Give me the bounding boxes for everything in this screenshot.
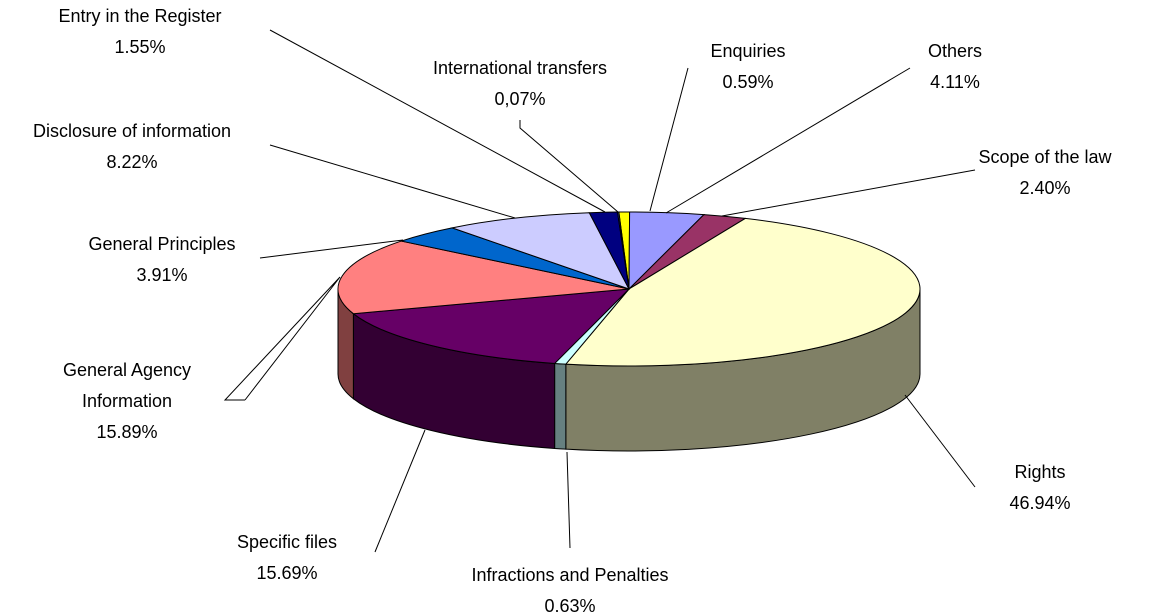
leader-line (566, 451, 571, 549)
value-label: 15.69% (256, 563, 318, 583)
leader-line (269, 144, 516, 219)
category-name: Infractions and Penalties (471, 565, 669, 585)
category-name: Scope of the law (978, 147, 1112, 167)
category-name: Rights (1014, 462, 1066, 482)
slice-label: Entry in the Register 1.55% (58, 1, 221, 63)
slice (337, 240, 630, 315)
category-name: Others (927, 41, 983, 61)
leader-line (519, 120, 619, 213)
slice-side (554, 362, 567, 450)
slice-label: Rights 46.94% (1009, 457, 1070, 519)
leader-line (904, 394, 976, 488)
slice-label: General Principles 3.91% (88, 229, 235, 291)
slice-label: Others 4.11% (928, 36, 982, 98)
slice-label: Enquiries 0.59% (710, 36, 785, 98)
value-label: 15.89% (96, 422, 158, 442)
leader-line (269, 29, 606, 213)
category-name: International transfers (432, 58, 608, 78)
leader-line (223, 276, 341, 401)
value-label: 2.40% (1019, 178, 1071, 198)
category-name: Entry in the Register (58, 6, 222, 26)
slice-label: Disclosure of information 8.22% (33, 116, 231, 178)
category-name: Specific files (236, 532, 338, 552)
value-label: 3.91% (136, 265, 188, 285)
value-label: 0.59% (722, 72, 774, 92)
leader-line (259, 239, 404, 259)
value-label: 0.63% (544, 596, 596, 615)
slice-label: Scope of the law 2.40% (978, 142, 1111, 204)
slice-label: General Agency Information 15.89% (42, 355, 212, 448)
leader-line (721, 169, 976, 217)
value-label: 8.22% (106, 152, 158, 172)
slice-label: Infractions and Penalties 0.63% (471, 560, 668, 615)
category-name: General Principles (88, 234, 236, 254)
category-name: Enquiries (710, 41, 786, 61)
value-label: 0,07% (494, 89, 546, 109)
slice-label: International transfers 0,07% (433, 53, 607, 115)
slice (450, 212, 631, 290)
category-name: Disclosure of information (32, 121, 232, 141)
value-label: 1.55% (114, 37, 166, 57)
slice (564, 217, 921, 367)
slice-label: Specific files 15.69% (237, 527, 337, 589)
leader-line (374, 429, 426, 553)
leader-line (665, 67, 911, 214)
value-label: 46.94% (1009, 493, 1071, 513)
value-label: 4.11% (930, 72, 980, 92)
leader-line (649, 67, 689, 212)
category-name: General Agency Information (62, 360, 192, 411)
